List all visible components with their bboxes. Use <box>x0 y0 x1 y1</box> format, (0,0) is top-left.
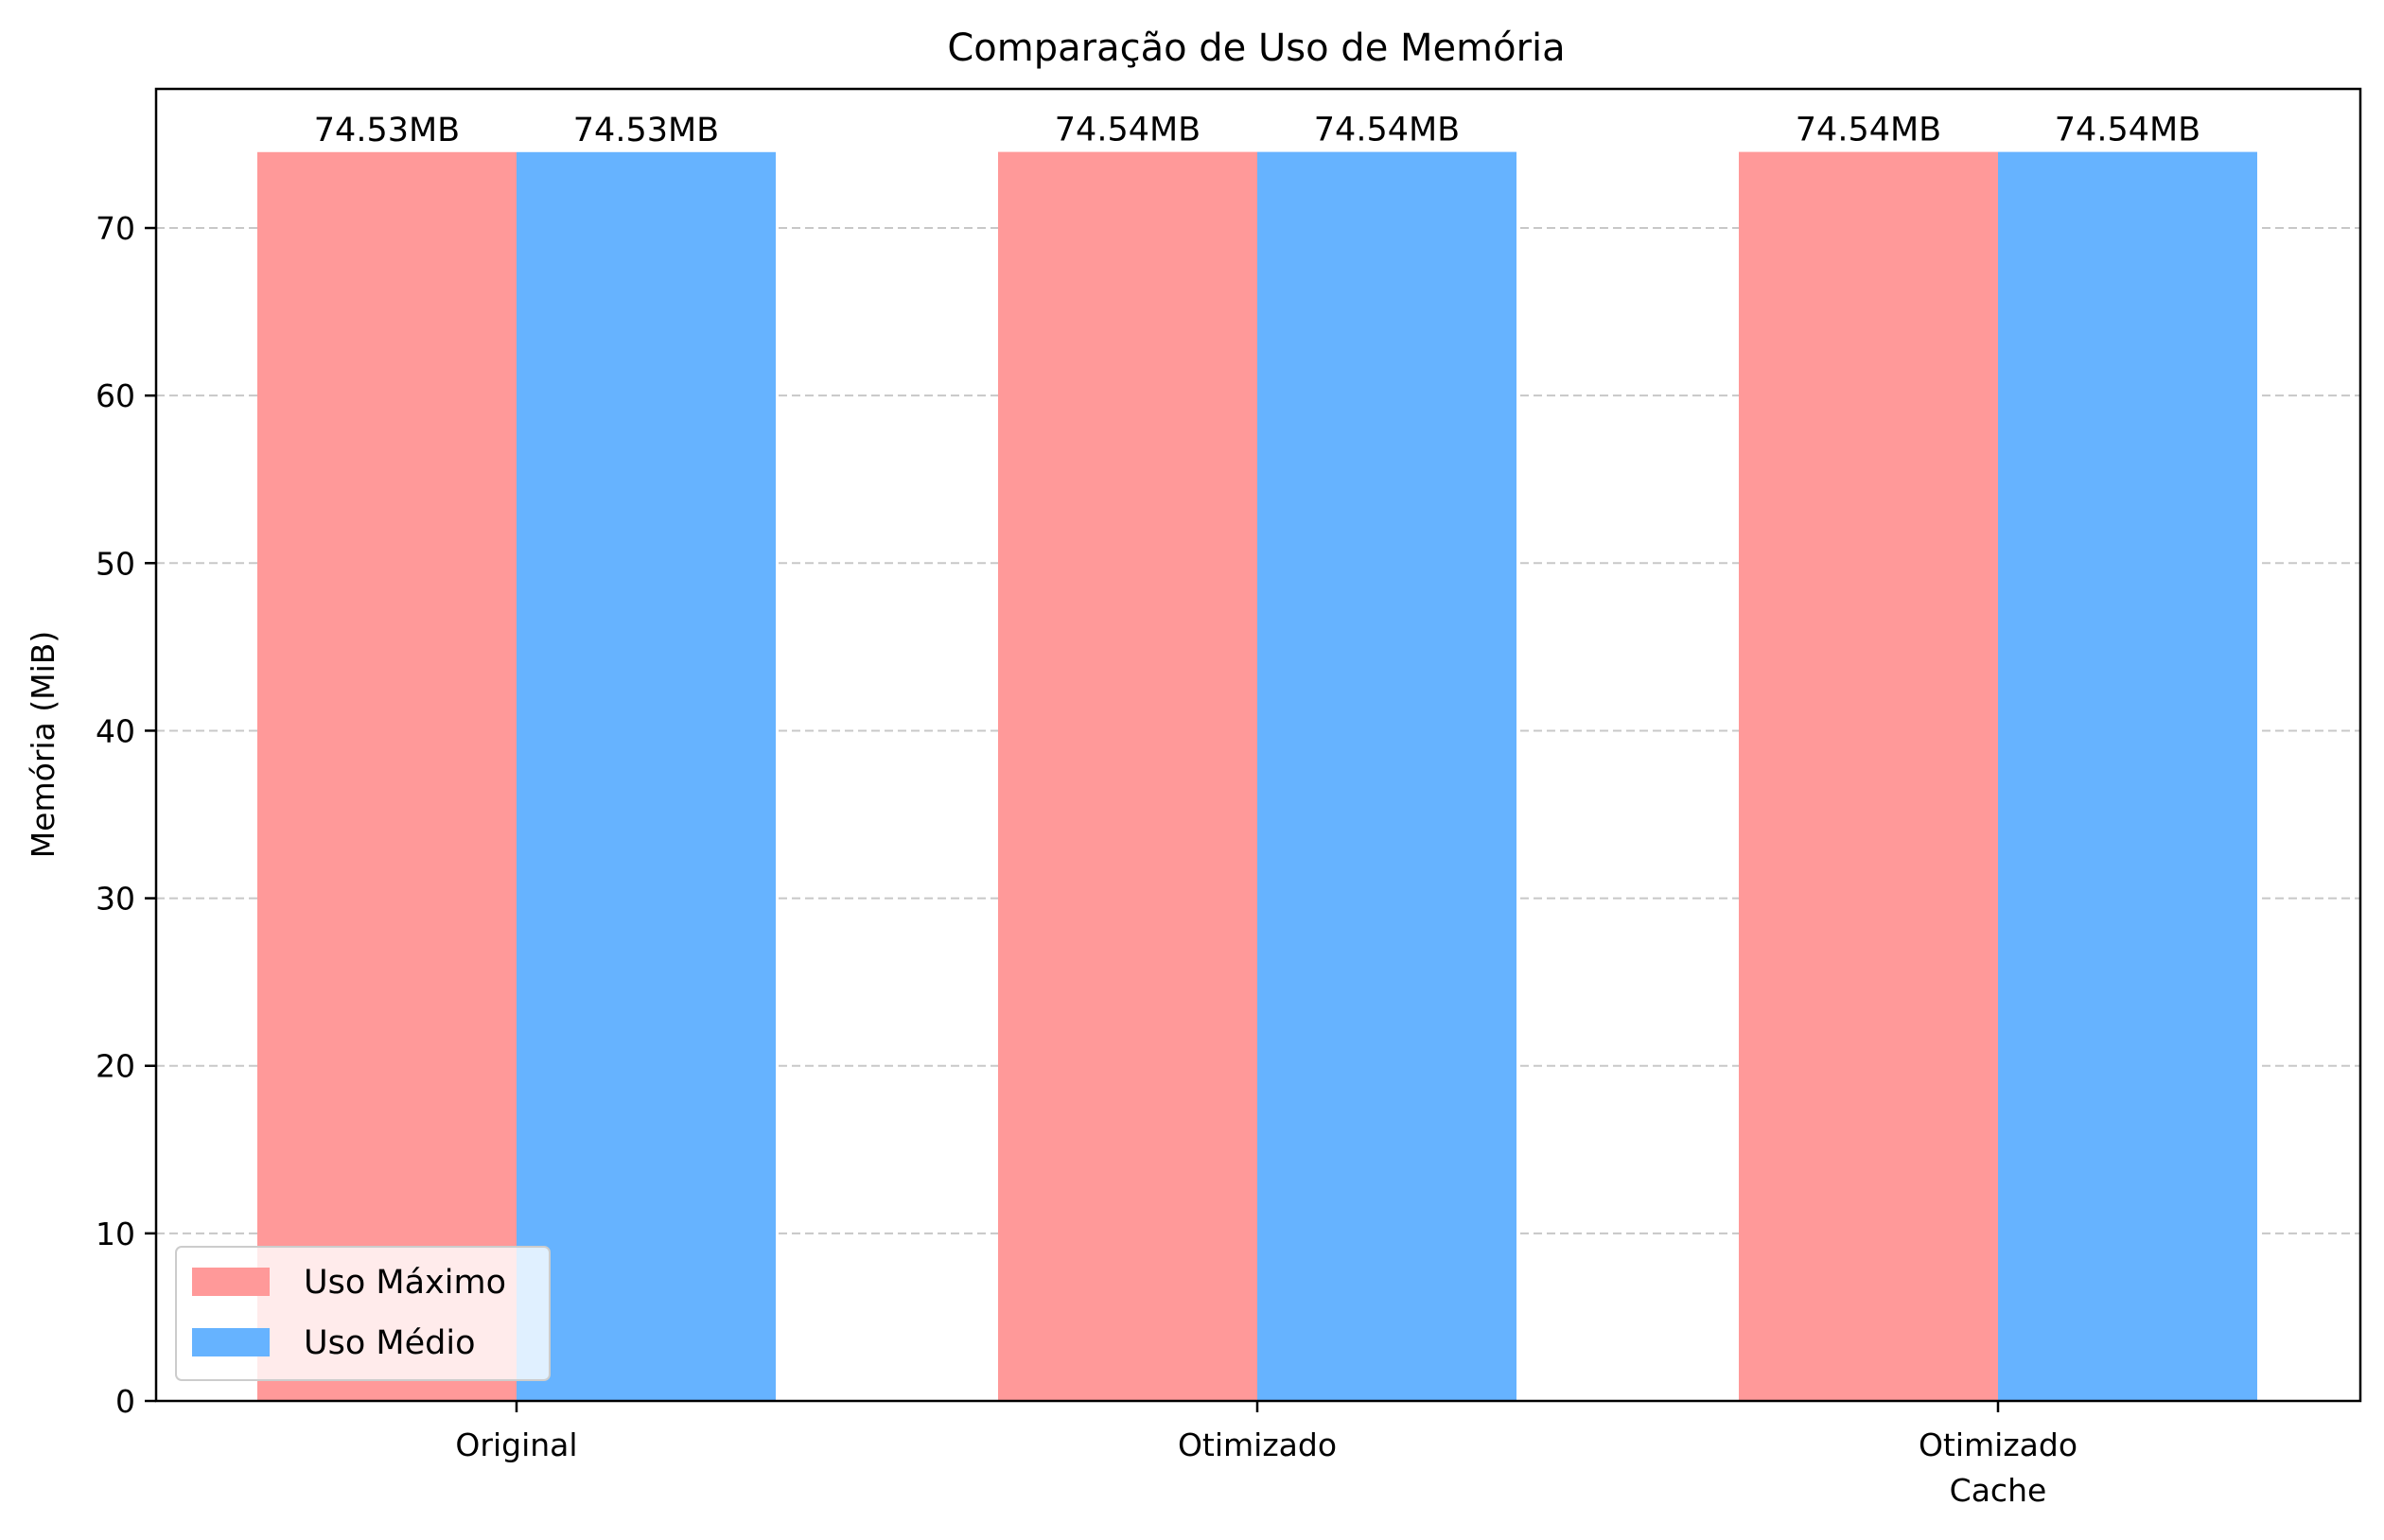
y-tick-label: 50 <box>96 545 135 582</box>
legend-label: Uso Máximo <box>304 1264 506 1302</box>
bar-uso-maximo <box>998 151 1257 1401</box>
y-tick-label: 0 <box>115 1383 135 1420</box>
data-label: 74.53MB <box>573 112 719 149</box>
data-label: 74.54MB <box>1314 112 1460 149</box>
y-axis-label: Memória (MiB) <box>25 631 61 859</box>
x-tick-label: Otimizado <box>1919 1426 2077 1463</box>
y-tick-label: 60 <box>96 377 135 414</box>
data-label: 74.54MB <box>1796 112 1941 149</box>
data-labels: 74.53MB 74.54MB 74.54MB 74.53MB 74.54MB 74.54… <box>314 112 2200 149</box>
data-label: 74.54MB <box>1055 112 1201 149</box>
chart-title: Comparação de Uso de Memória <box>947 26 1565 70</box>
y-axis-ticks: 0 10 20 30 40 50 60 70 <box>96 210 156 1420</box>
x-tick-label: Otimizado <box>1178 1426 1337 1463</box>
y-tick-label: 30 <box>96 881 135 918</box>
legend: Uso Máximo Uso Médio <box>175 1246 551 1381</box>
bar-uso-maximo <box>257 151 517 1401</box>
x-tick-label: Cache <box>1950 1472 2047 1509</box>
x-axis-ticks: Original Otimizado Otimizado Cache <box>455 1401 2077 1509</box>
bar-uso-medio <box>517 151 776 1401</box>
bars <box>257 151 2257 1401</box>
legend-label: Uso Médio <box>304 1324 475 1362</box>
bar-uso-medio <box>1998 151 2257 1401</box>
y-tick-label: 10 <box>96 1216 135 1252</box>
data-label: 74.53MB <box>314 112 460 149</box>
bar-uso-maximo <box>1739 151 1998 1401</box>
bar-uso-medio <box>1257 151 1516 1401</box>
y-tick-label: 20 <box>96 1048 135 1085</box>
x-tick-label: Original <box>455 1426 577 1463</box>
legend-swatch <box>192 1328 270 1356</box>
data-label: 74.54MB <box>2055 112 2200 149</box>
legend-swatch <box>192 1268 270 1296</box>
y-tick-label: 70 <box>96 210 135 247</box>
y-tick-label: 40 <box>96 712 135 749</box>
